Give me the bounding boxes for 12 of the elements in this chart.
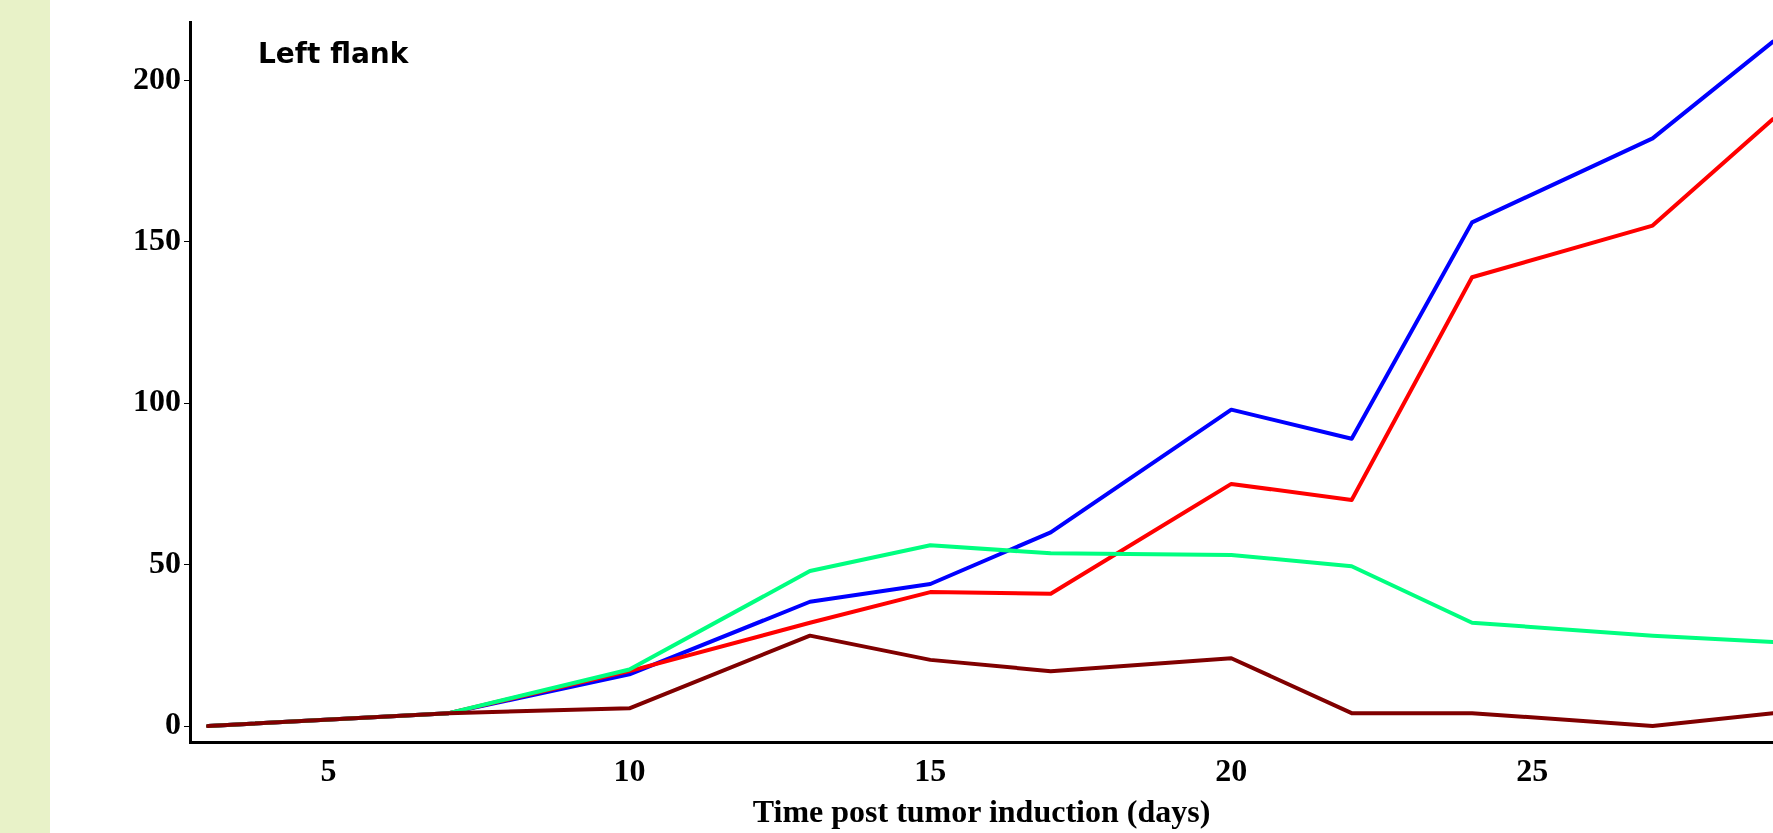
y-tick-label: 100 — [133, 382, 181, 419]
y-tick-label: 50 — [149, 543, 181, 580]
y-tick-label: 0 — [165, 705, 181, 742]
x-tick-label: 25 — [1516, 751, 1549, 788]
y-tick-label: 200 — [133, 59, 181, 96]
x-tick-label: 5 — [320, 751, 337, 788]
x-tick-label: 10 — [613, 751, 646, 788]
x-axis-title: Time post tumor induction (days) — [752, 793, 1211, 830]
x-tick-label: 20 — [1215, 751, 1248, 788]
y-tick-label: 150 — [133, 221, 181, 258]
x-tick-label: 15 — [914, 751, 947, 788]
annotation: Left flank — [258, 37, 410, 71]
